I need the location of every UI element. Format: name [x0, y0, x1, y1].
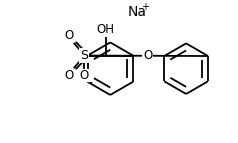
- Text: +: +: [141, 2, 149, 12]
- Text: O: O: [64, 69, 74, 83]
- Text: O: O: [143, 49, 152, 62]
- Text: OH: OH: [97, 23, 115, 36]
- Text: S: S: [80, 49, 88, 62]
- Text: O: O: [64, 29, 74, 42]
- Text: −: −: [85, 77, 93, 86]
- Text: Na: Na: [128, 5, 147, 19]
- Text: O: O: [80, 69, 89, 83]
